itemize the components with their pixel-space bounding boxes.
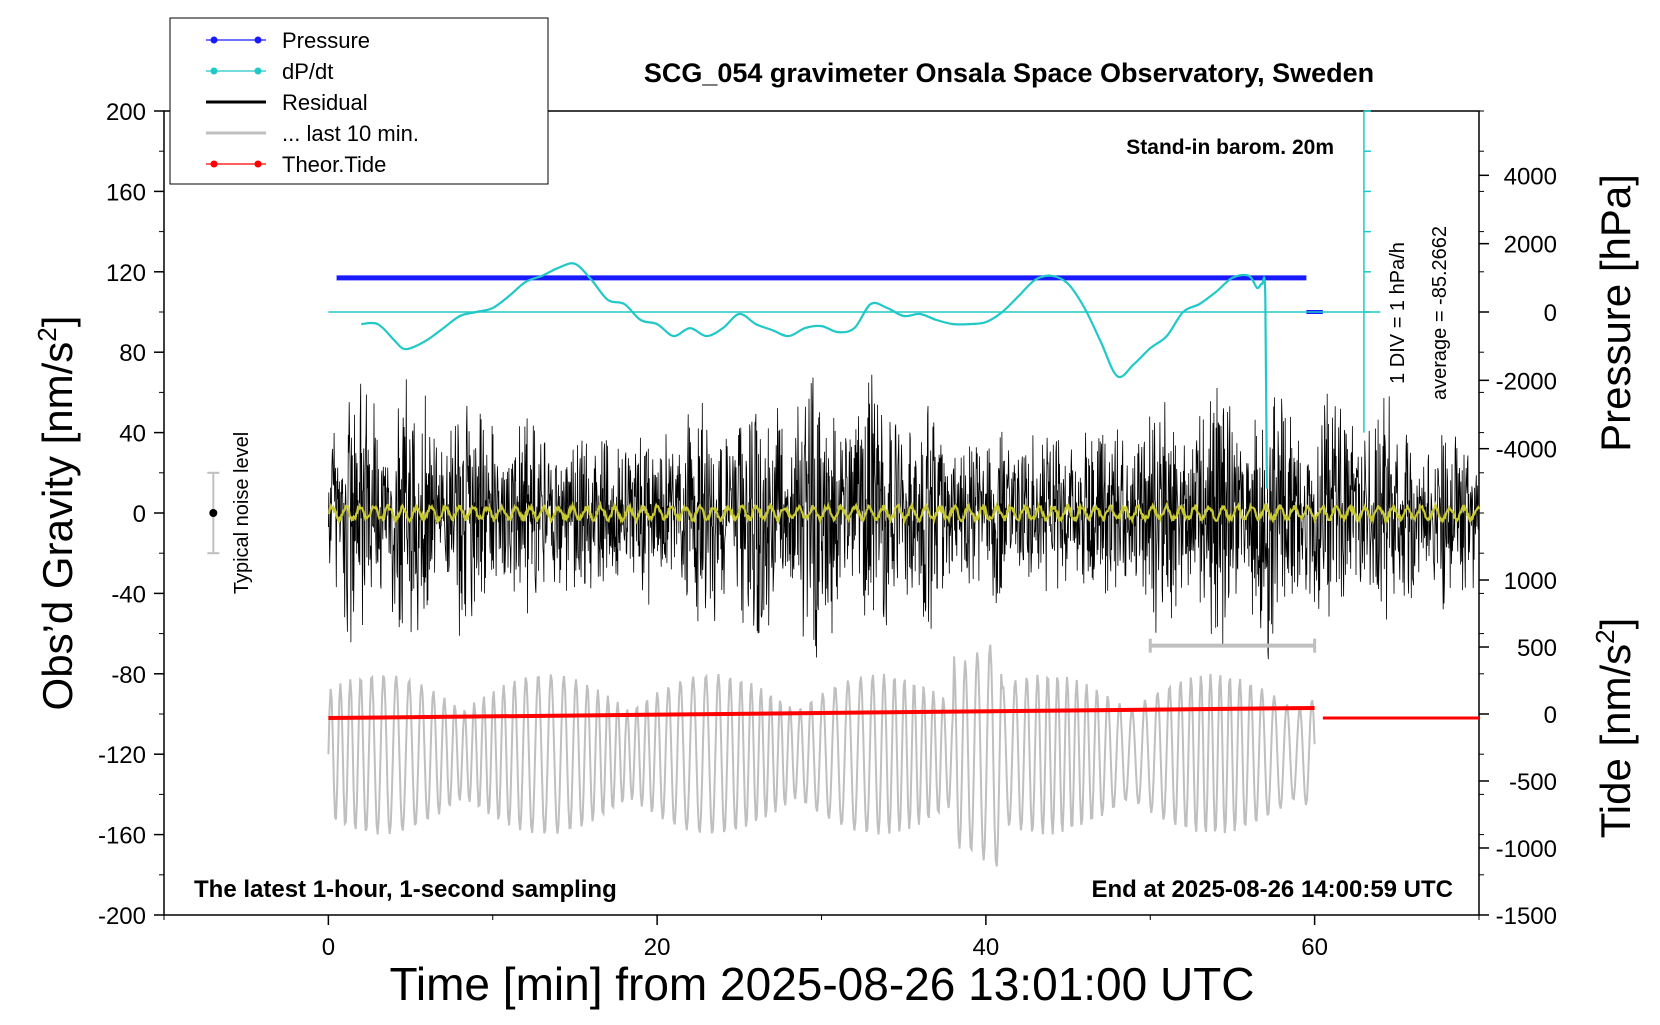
last-10-min-series: [327, 644, 1316, 867]
legend-label: Theor.Tide: [282, 152, 386, 177]
legend-item: Residual: [206, 90, 368, 115]
legend-dot: [254, 67, 262, 75]
tide-tick-label: 500: [1517, 635, 1557, 662]
tide-axis-label-end: ]: [1592, 618, 1639, 630]
bottom-left-note: The latest 1-hour, 1-second sampling: [194, 876, 617, 903]
legend-item: ... last 10 min.: [206, 121, 419, 146]
noise-bar-center: [209, 509, 218, 517]
y-axis-label: Obs’d Gravity [nm/s2]: [32, 316, 81, 711]
x-tick-label: 20: [644, 934, 671, 961]
bottom-right-note: End at 2025-08-26 14:00:59 UTC: [1092, 876, 1454, 903]
last-10-min-line: [327, 644, 1316, 867]
tide-axis-label-main: Tide [nm/s: [1592, 644, 1639, 839]
tide-tick-label: -1000: [1496, 836, 1557, 863]
legend-label: Pressure: [282, 28, 370, 53]
dpdt-series: [328, 110, 1381, 489]
filtered-residual-line: [327, 500, 1481, 526]
legend-dot: [254, 36, 262, 44]
chart-marks: [207, 471, 1317, 653]
tide-line: [328, 705, 1315, 721]
y-tick-label: 80: [119, 340, 146, 367]
legend: Pressure dP/dt Residual ... last 10 min. The…: [169, 17, 549, 185]
x-tick-label: 60: [1301, 934, 1328, 961]
y-tick-label: 120: [106, 260, 146, 287]
legend-dot: [210, 36, 218, 44]
y-tick-label: -40: [111, 581, 146, 608]
legend-item: Pressure: [206, 28, 370, 53]
legend-item: Theor.Tide: [206, 152, 386, 177]
x-tick-label: 40: [973, 934, 1000, 961]
legend-dot: [254, 160, 262, 168]
y-tick-label: 160: [106, 179, 146, 206]
residual-line: [328, 374, 1480, 660]
pressure-tick-label: -2000: [1496, 368, 1557, 395]
legend-dot: [210, 67, 218, 75]
y-tick-label: -80: [111, 662, 146, 689]
legend-label: ... last 10 min.: [282, 121, 419, 146]
legend-item: dP/dt: [206, 59, 333, 84]
tide-tick-label: 0: [1544, 702, 1557, 729]
filtered-residual-series: [327, 500, 1481, 526]
y-tick-label: 40: [119, 421, 146, 448]
pressure-tick-label: 0: [1544, 300, 1557, 327]
tide-axis-label: Tide [nm/s2]: [1590, 618, 1639, 839]
y-tick-label: 0: [133, 501, 146, 528]
tide-tick-label: -500: [1509, 769, 1557, 796]
pressure-tick-label: -4000: [1496, 437, 1557, 464]
div-note: 1 DIV = 1 hPa/h: [1387, 242, 1409, 384]
noise-note: Typical noise level: [231, 432, 253, 594]
y-tick-label: 200: [106, 99, 146, 126]
legend-label: dP/dt: [282, 59, 333, 84]
pressure-series: [336, 275, 1323, 314]
y-tick-label: -120: [98, 742, 146, 769]
legend-dot: [210, 160, 218, 168]
pressure-tick-label: 2000: [1504, 232, 1557, 259]
average-note: average = -85.2662: [1429, 226, 1451, 400]
y-axis-label-end: ]: [34, 316, 81, 328]
pressure-tick-label: 4000: [1504, 163, 1557, 190]
legend-label: Residual: [282, 90, 368, 115]
x-axis-label: Time [min] from 2025-08-26 13:01:00 UTC: [390, 958, 1255, 1010]
barometer-note: Stand-in barom. 20m: [1126, 136, 1334, 159]
tide-tick-label: -1500: [1496, 903, 1557, 930]
y-axis-label-sup: 2: [32, 327, 62, 341]
theoretical-tide-series: [328, 705, 1479, 721]
chart-title: SCG_054 gravimeter Onsala Space Observat…: [644, 58, 1374, 88]
tide-axis-label-sup: 2: [1590, 629, 1620, 643]
pressure-axis-label: Pressure [hPa]: [1592, 174, 1639, 452]
dpdt-line: [361, 262, 1269, 489]
x-tick-label: 0: [322, 934, 335, 961]
residual-series: [328, 374, 1480, 660]
y-axis-label-main: Obs’d Gravity [nm/s: [34, 342, 81, 711]
tide-tick-label: 1000: [1504, 568, 1557, 595]
y-tick-label: -200: [98, 903, 146, 930]
y-tick-label: -160: [98, 823, 146, 850]
